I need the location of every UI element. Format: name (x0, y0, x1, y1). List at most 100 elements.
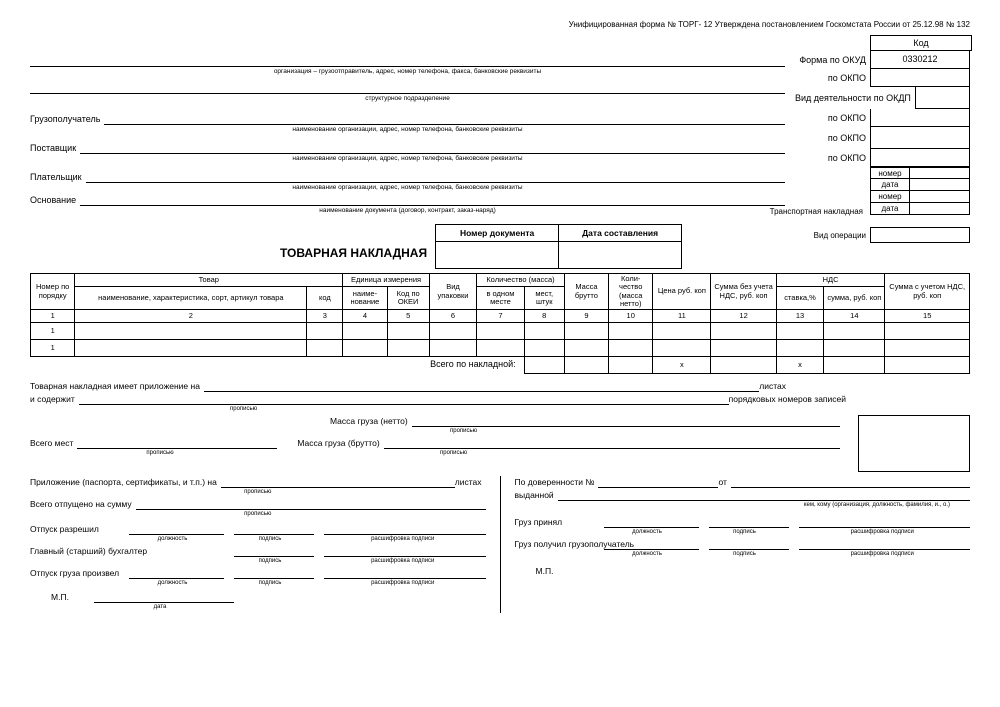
th-num: Номер по порядку (31, 274, 75, 310)
supplier-line (80, 141, 785, 154)
tot-c10 (609, 357, 653, 374)
okdp-label: Вид деятельности по ОКДП (795, 93, 915, 103)
footer-divider (500, 476, 501, 613)
consignee-label: Грузополучатель (30, 114, 104, 125)
tn-date-label: дата (870, 179, 910, 191)
row2-c10 (609, 340, 653, 357)
gp-sign-cap: подпись (705, 529, 785, 535)
attach2-line (221, 476, 455, 488)
vsego-mest-line (77, 437, 277, 449)
tot-c15 (885, 357, 970, 374)
rd-name (324, 567, 486, 579)
struct-caption: структурное подразделение (30, 95, 785, 102)
gg-name (799, 538, 971, 550)
ra-sign (234, 523, 314, 535)
doc-date-value (559, 242, 682, 269)
ot-label: от (718, 477, 730, 488)
release-allowed-label: Отпуск разрешил (30, 524, 129, 535)
tot-c8 (524, 357, 564, 374)
gg-dolzh (604, 538, 699, 550)
vsego-mest-label: Всего мест (30, 438, 77, 449)
contains-line (79, 393, 729, 405)
ra-name-cap: расшифровка подписи (320, 536, 486, 542)
consignee-caption: наименование организации, адрес, номер т… (30, 126, 785, 133)
okpo2-label: по ОКПО (828, 113, 870, 123)
contains-label: и содержит (30, 394, 79, 405)
row2-c13 (776, 340, 823, 357)
row1-c3 (307, 323, 343, 340)
th-qty-places: мест, штук (524, 287, 564, 310)
row2-c11 (653, 340, 711, 357)
ra-dolzh-cap: должность (125, 536, 220, 542)
mass-net-label: Масса груза (нетто) (330, 416, 412, 427)
org-line (30, 54, 785, 67)
mass-net-line (412, 415, 840, 427)
th-total: Сумма с учетом НДС, руб. коп (885, 274, 970, 310)
row1-c1: 1 (31, 323, 75, 340)
row2-c9 (564, 340, 608, 357)
attach2-cap: прописью (30, 489, 486, 495)
tot-c9 (564, 357, 608, 374)
tn-number2-value (910, 191, 970, 203)
row2-c7 (477, 340, 524, 357)
kem-cap: кем, кому (организация, должность, фамил… (515, 502, 971, 508)
row1-c11 (653, 323, 711, 340)
tn-date-value (910, 179, 970, 191)
chief-acc-label: Главный (старший) бухгалтер (30, 546, 234, 557)
row1-c5 (387, 323, 429, 340)
okpo4-label: по ОКПО (828, 153, 870, 163)
doc-number-value (436, 242, 559, 269)
coln-7: 7 (477, 310, 524, 323)
row1-c12 (711, 323, 776, 340)
po-dover-date (731, 476, 970, 488)
okpo2-value (870, 109, 970, 127)
gruz-poluchil-label: Груз получил грузополучатель (515, 540, 604, 550)
footer-right: По доверенности № от выданной кем, кому … (515, 476, 971, 613)
supplier-label: Поставщик (30, 143, 80, 154)
mass-gross-line (384, 437, 840, 449)
released-sum-cap: прописью (30, 511, 486, 517)
ra-sign-cap: подпись (230, 536, 310, 542)
row1-c4 (343, 323, 387, 340)
th-unit-name: наиме-нование (343, 287, 387, 310)
basis-label: Основание (30, 195, 80, 206)
payer-label: Плательщик (30, 172, 86, 183)
gg-dolzh-cap: должность (600, 551, 695, 557)
row1-c7 (477, 323, 524, 340)
vydannoy-label: выданной (515, 490, 558, 501)
tot-c11: x (653, 357, 711, 374)
th-qty-net: Коли-чество (масса нетто) (609, 274, 653, 310)
vsego-mest-cap: прописью (30, 450, 290, 456)
vid-op-label: Вид операции (814, 231, 870, 240)
okpo1-label: по ОКПО (828, 73, 870, 83)
okdp-value (915, 87, 970, 109)
okud-label: Форма по ОКУД (799, 55, 870, 65)
okpo1-value (870, 69, 970, 87)
stamp-box (858, 415, 970, 472)
attach2-sheets: листах (455, 477, 486, 488)
row2-c12 (711, 340, 776, 357)
tn-label: Транспортная накладная (770, 207, 867, 216)
okpo4-value (870, 149, 970, 167)
th-goods: Товар (75, 274, 343, 287)
th-gross: Масса брутто (564, 274, 608, 310)
tn-date2-label: дата (870, 203, 910, 215)
mass-gross-cap: прописью (440, 450, 840, 456)
totals-label: Всего по накладной: (31, 357, 525, 374)
has-attach-label: Товарная накладная имеет приложение на (30, 381, 204, 392)
form-approval-note: Унифицированная форма № ТОРГ- 12 Утвержд… (30, 20, 970, 29)
ca-name (324, 545, 486, 557)
doc-number-header: Номер документа (436, 225, 559, 242)
sheets-label: листах (759, 381, 790, 392)
coln-2: 2 (75, 310, 307, 323)
th-unit: Единица измерения (343, 274, 429, 287)
row1-c13 (776, 323, 823, 340)
supplier-caption: наименование организации, адрес, номер т… (30, 155, 785, 162)
row2-c3 (307, 340, 343, 357)
goods-table: Номер по порядку Товар Единица измерения… (30, 273, 970, 374)
row2-c15 (885, 340, 970, 357)
coln-10: 10 (609, 310, 653, 323)
row1-c8 (524, 323, 564, 340)
basis-caption: наименование документа (договор, контрак… (30, 207, 785, 214)
th-goods-code: код (307, 287, 343, 310)
